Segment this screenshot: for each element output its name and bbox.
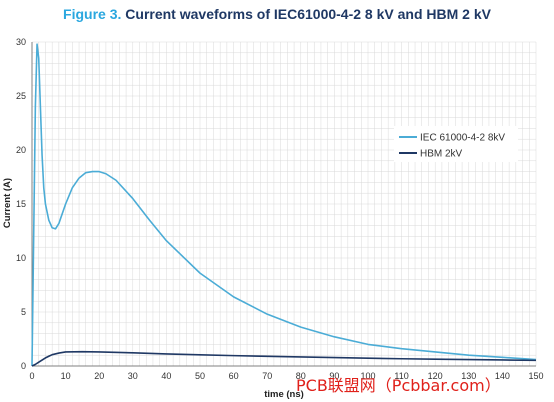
x-tick-label: 50: [195, 371, 205, 381]
x-tick-label: 140: [495, 371, 510, 381]
figure-label: Figure 3.: [63, 6, 122, 22]
x-tick-label: 30: [128, 371, 138, 381]
x-tick-label: 0: [29, 371, 34, 381]
legend-label-iec: IEC 61000-4-2 8kV: [420, 133, 505, 144]
x-tick-label: 150: [528, 371, 543, 381]
x-tick-label: 60: [229, 371, 239, 381]
x-tick-label: 120: [428, 371, 443, 381]
legend-label-hbm: HBM 2kV: [420, 149, 463, 160]
legend: IEC 61000-4-2 8kV HBM 2kV: [394, 126, 518, 162]
x-tick-label: 90: [329, 371, 339, 381]
legend-box: [394, 126, 518, 162]
grid: [31, 41, 537, 367]
figure-title: Current waveforms of IEC61000-4-2 8 kV a…: [125, 6, 491, 22]
y-tick-label: 20: [16, 145, 26, 155]
x-tick-label: 10: [61, 371, 71, 381]
x-tick-label: 20: [94, 371, 104, 381]
watermark: PCB联盟网（Pcbbar.com）: [296, 376, 501, 395]
x-tick-label: 130: [461, 371, 476, 381]
y-tick-label: 10: [16, 253, 26, 263]
chart-title: Figure 3. Current waveforms of IEC61000-…: [0, 6, 554, 22]
y-tick-label: 0: [21, 361, 26, 371]
y-tick-label: 30: [16, 37, 26, 47]
x-axis-label: time (ns): [264, 389, 304, 400]
y-axis-label: Current (A): [2, 178, 13, 228]
tick-labels: 0 10 20 30 40 50 60 70 80 90 100 110 120 130 140 150 0 5 1…: [16, 37, 544, 381]
iec-8kv-line: [31, 43, 537, 367]
x-tick-label: 70: [262, 371, 272, 381]
x-tick-label: 100: [360, 371, 375, 381]
hbm-2kv-line: [31, 350, 537, 367]
x-tick-label: 40: [161, 371, 171, 381]
y-tick-label: 5: [21, 307, 26, 317]
y-tick-label: 15: [16, 199, 26, 209]
y-tick-label: 25: [16, 91, 26, 101]
x-tick-label: 110: [394, 371, 408, 381]
series-lines: [31, 43, 537, 367]
x-tick-label: 80: [296, 371, 306, 381]
